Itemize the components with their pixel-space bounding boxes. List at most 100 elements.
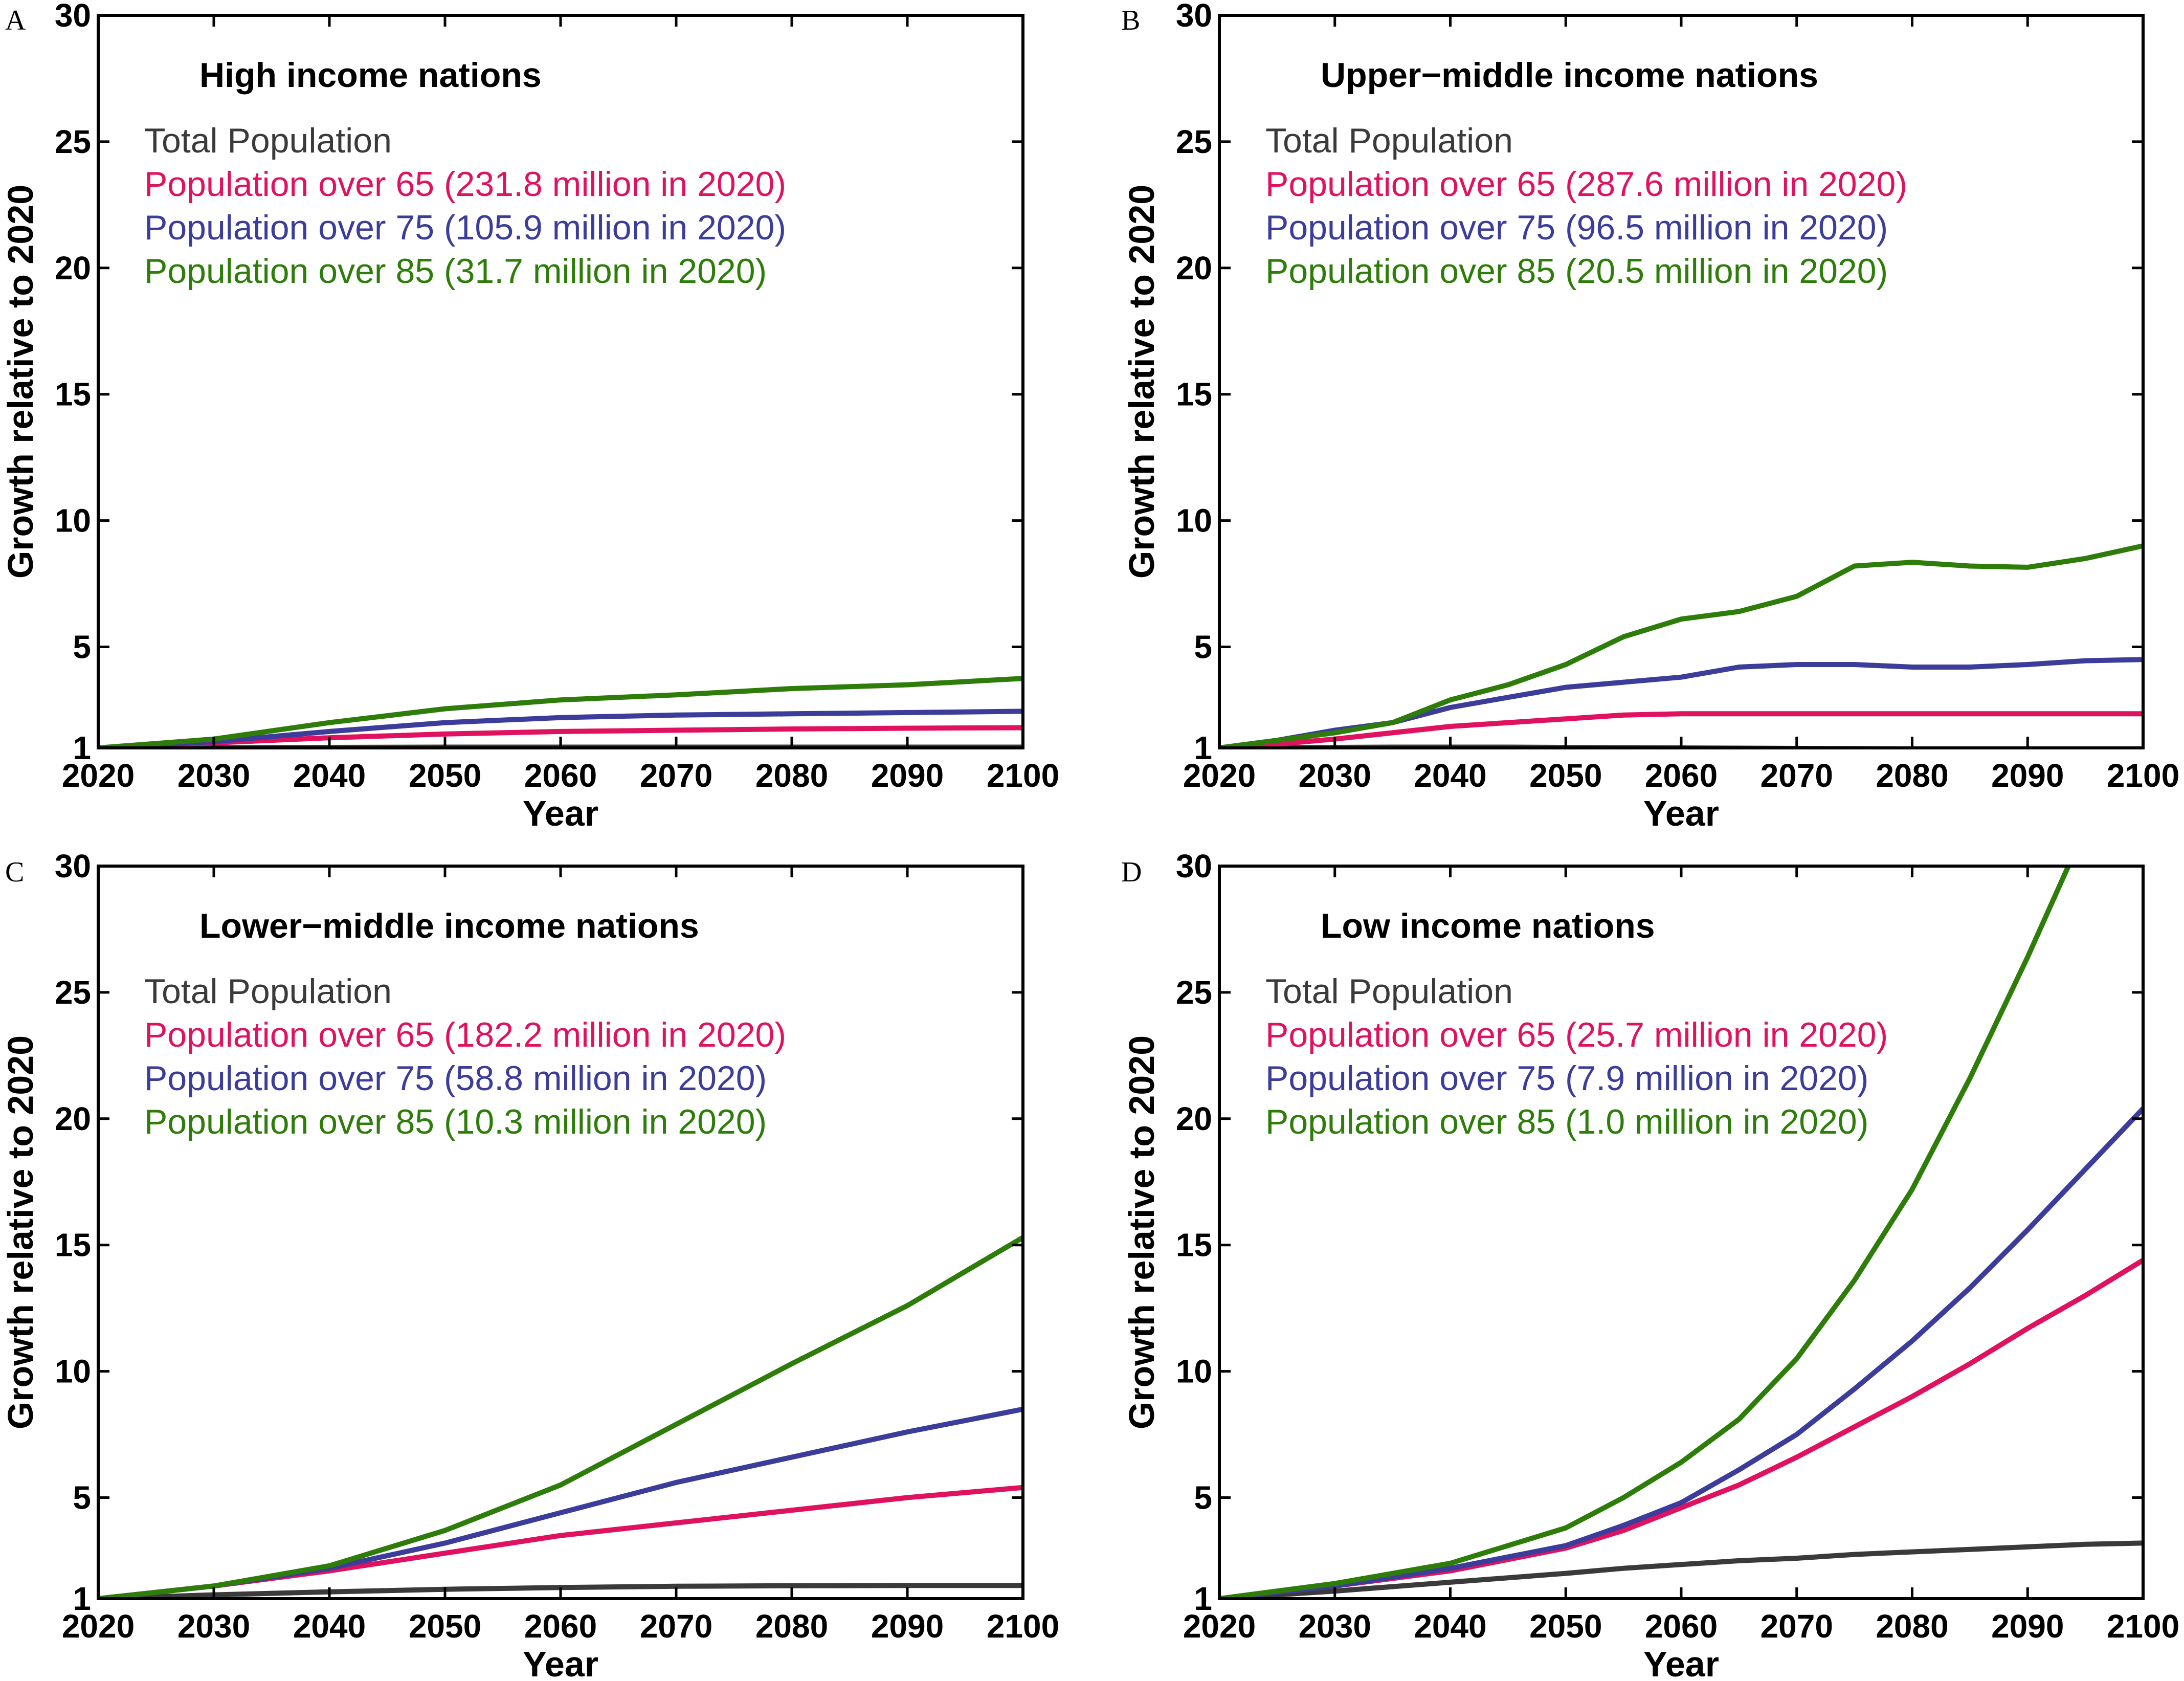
x-tick-label: 2090	[1991, 757, 2064, 794]
x-tick-label: 2040	[1414, 757, 1486, 794]
chart-title: High income nations	[199, 56, 542, 95]
legend-entry-population-over-65: Population over 65 (182.2 million in 202…	[144, 1015, 786, 1054]
x-tick-label: 2060	[1645, 757, 1718, 794]
x-tick-label: 2030	[177, 1608, 250, 1645]
x-tick-label: 2100	[2107, 757, 2179, 794]
x-tick-label: 2020	[1183, 1608, 1256, 1645]
x-tick-label: 2070	[1760, 757, 1833, 794]
x-tick-label: 2080	[755, 757, 828, 794]
panel-letter: A	[5, 5, 26, 36]
x-axis-label: Year	[1643, 793, 1719, 833]
x-tick-label: 2070	[1760, 1608, 1833, 1645]
x-axis-label: Year	[1643, 1644, 1719, 1681]
legend-entry-population-over-65: Population over 65 (25.7 million in 2020…	[1265, 1015, 1888, 1054]
x-tick-label: 2030	[177, 757, 250, 794]
x-tick-label: 2040	[293, 757, 366, 794]
legend-entry-total-population: Total Population	[144, 972, 392, 1011]
x-tick-label: 2040	[1414, 1608, 1486, 1645]
x-tick-label: 2060	[524, 757, 597, 794]
x-tick-label: 2080	[755, 1608, 828, 1645]
y-tick-label: 15	[1176, 1227, 1212, 1264]
series-line-population-over-65	[1219, 711, 2143, 748]
y-axis-label: Growth relative to 2020	[1122, 185, 1162, 579]
x-tick-label: 2080	[1876, 1608, 1948, 1645]
y-tick-label: 1	[73, 1580, 91, 1617]
legend-entry-population-over-75: Population over 75 (7.9 million in 2020)	[1265, 1059, 1868, 1098]
y-tick-label: 1	[1194, 1580, 1212, 1617]
series-line-population-over-65	[98, 725, 1023, 748]
x-tick-label: 2100	[2107, 1608, 2179, 1645]
series-line-population-over-75	[1219, 1106, 2143, 1599]
legend-entry-total-population: Total Population	[1265, 121, 1513, 160]
y-tick-label: 15	[1176, 376, 1212, 413]
legend-entry-population-over-85: Population over 85 (31.7 million in 2020…	[144, 252, 767, 291]
x-tick-label: 2070	[640, 1608, 712, 1645]
x-tick-label: 2020	[62, 757, 135, 794]
y-axis-label: Growth relative to 2020	[1122, 1035, 1162, 1429]
legend-entry-population-over-75: Population over 75 (105.9 million in 202…	[144, 208, 786, 247]
x-tick-label: 2100	[987, 757, 1059, 794]
x-tick-label: 2090	[871, 757, 944, 794]
y-tick-label: 30	[1176, 848, 1212, 884]
x-tick-label: 2080	[1876, 757, 1948, 794]
y-tick-label: 30	[55, 848, 91, 884]
y-tick-label: 1	[73, 729, 91, 766]
x-tick-label: 2030	[1299, 1608, 1371, 1645]
x-tick-label: 2090	[1991, 1608, 2064, 1645]
legend-entry-population-over-85: Population over 85 (10.3 million in 2020…	[144, 1102, 767, 1141]
series-line-population-over-75	[98, 709, 1023, 748]
legend-entry-population-over-65: Population over 65 (287.6 million in 202…	[1265, 165, 1907, 204]
y-tick-label: 25	[1176, 123, 1212, 160]
legend-entry-population-over-85: Population over 85 (20.5 million in 2020…	[1265, 252, 1888, 291]
x-tick-label: 2050	[409, 757, 481, 794]
chart-title: Lower−middle income nations	[199, 906, 699, 945]
y-tick-label: 30	[55, 0, 91, 34]
series-line-population-over-85	[1219, 543, 2143, 748]
x-tick-label: 2060	[1645, 1608, 1718, 1645]
y-tick-label: 10	[1176, 502, 1212, 539]
y-tick-label: 20	[1176, 1100, 1212, 1137]
x-tick-label: 2070	[640, 757, 712, 794]
y-tick-label: 1	[1194, 729, 1212, 766]
y-tick-label: 5	[73, 628, 91, 665]
legend-entry-population-over-85: Population over 85 (1.0 million in 2020)	[1265, 1102, 1868, 1141]
x-tick-label: 2020	[1183, 757, 1256, 794]
chart-title: Low income nations	[1321, 906, 1655, 945]
series-line-population-over-85	[98, 1234, 1023, 1599]
y-tick-label: 5	[1194, 628, 1212, 665]
y-tick-label: 15	[55, 376, 91, 413]
y-tick-label: 30	[1176, 0, 1212, 34]
y-tick-label: 10	[55, 1353, 91, 1390]
y-tick-label: 20	[55, 1100, 91, 1137]
y-tick-label: 20	[1176, 250, 1212, 286]
legend-entry-population-over-75: Population over 75 (58.8 million in 2020…	[144, 1059, 767, 1098]
legend-entry-population-over-65: Population over 65 (231.8 million in 202…	[144, 165, 786, 204]
y-tick-label: 25	[55, 974, 91, 1011]
series-line-population-over-75	[98, 1406, 1023, 1599]
x-tick-label: 2090	[871, 1608, 944, 1645]
legend-entry-total-population: Total Population	[1265, 972, 1513, 1011]
y-tick-label: 15	[55, 1227, 91, 1264]
x-tick-label: 2030	[1299, 757, 1371, 794]
x-tick-label: 2020	[62, 1608, 135, 1645]
series-line-total-population	[1219, 1540, 2143, 1599]
panel-letter: C	[5, 856, 24, 888]
y-axis-label: Growth relative to 2020	[1, 185, 40, 579]
x-tick-label: 2050	[409, 1608, 481, 1645]
legend-entry-total-population: Total Population	[144, 121, 392, 160]
series-line-population-over-85	[98, 676, 1023, 748]
x-axis-label: Year	[523, 793, 598, 833]
x-tick-label: 2050	[1529, 1608, 1602, 1645]
y-tick-label: 5	[73, 1479, 91, 1516]
y-tick-label: 10	[55, 502, 91, 539]
legend-entry-population-over-75: Population over 75 (96.5 million in 2020…	[1265, 208, 1888, 247]
panel-letter: B	[1121, 5, 1140, 36]
y-tick-label: 5	[1194, 1479, 1212, 1516]
x-tick-label: 2040	[293, 1608, 366, 1645]
